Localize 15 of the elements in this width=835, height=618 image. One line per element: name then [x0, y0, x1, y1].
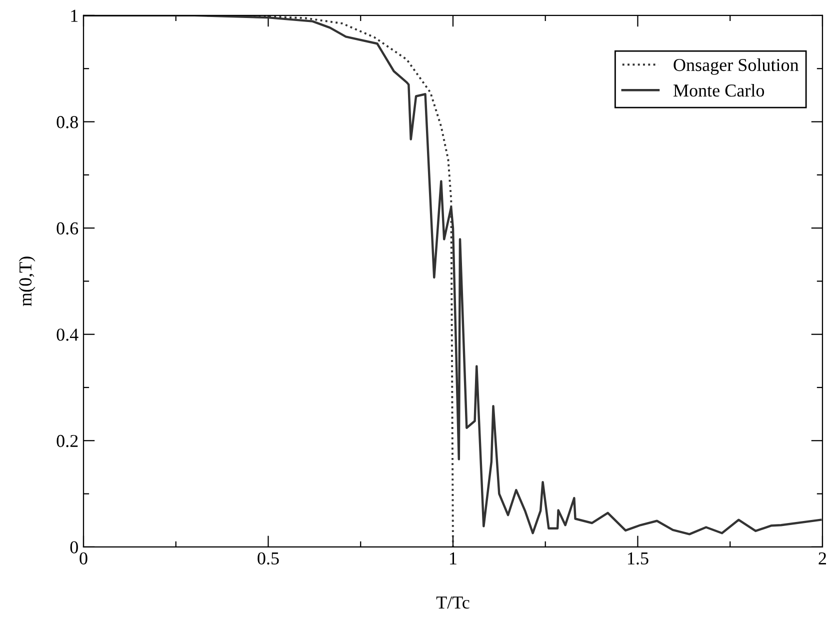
x-tick-label: 1.5	[628, 552, 648, 565]
y-tick-label: 0.6	[56, 222, 78, 235]
x-tick-label: 0.5	[258, 552, 279, 565]
y-tick-label: 0.2	[56, 434, 78, 448]
legend-label: Onsager Solution	[674, 58, 799, 75]
x-tick-label: 2	[818, 552, 826, 564]
y-tick-label: 1	[71, 10, 78, 22]
y-tick-label: 0.4	[56, 328, 78, 341]
y-tick-label: 0.8	[56, 116, 78, 128]
y-tick-label: 0	[70, 541, 78, 554]
x-tick-label: 0	[80, 552, 88, 564]
legend-label: Monte Carlo	[673, 84, 764, 97]
x-tick-label: 1	[450, 552, 456, 564]
x-axis-title: T/Tc	[436, 596, 470, 609]
y-axis-title: m(0,T)	[18, 256, 36, 306]
